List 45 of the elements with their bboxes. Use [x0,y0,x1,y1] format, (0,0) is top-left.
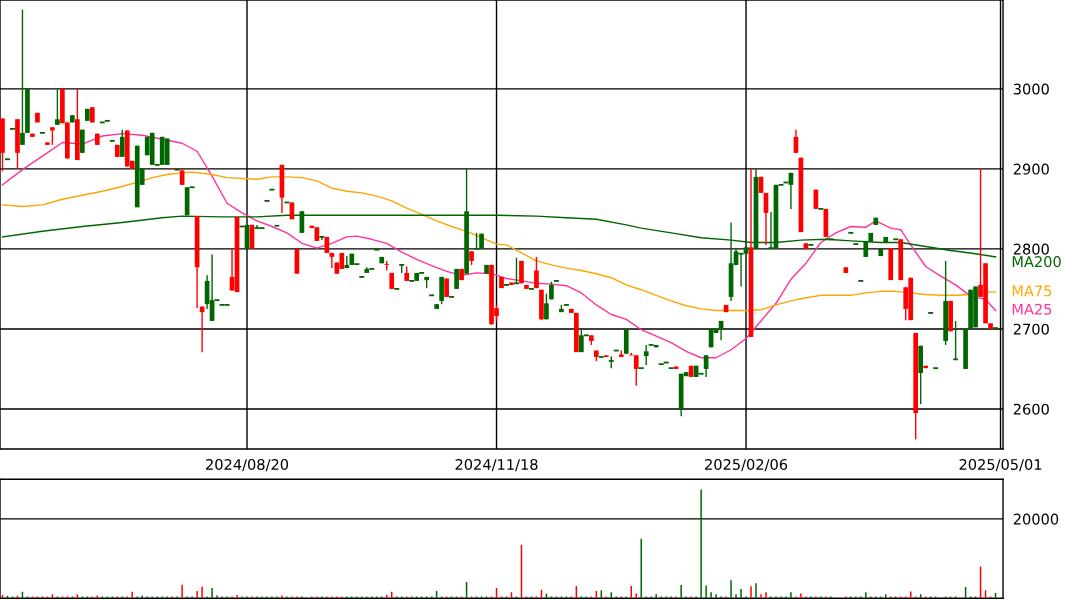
x-tick-label: 2025/02/06 [705,458,788,472]
candlestick [643,344,649,366]
candlestick [992,327,999,330]
candlestick [657,363,665,366]
line-series [1,171,997,312]
x-tick-label: 2024/08/20 [206,458,289,472]
y-tick-label: 2600 [1013,403,1049,415]
candlestick [253,224,261,229]
y-tick-label: 2800 [1013,243,1049,255]
candlestick [20,8,25,146]
candlestick [263,199,271,202]
candlestick [513,257,520,285]
candlestick [892,238,900,241]
candlestick [807,243,815,246]
candlestick [544,293,549,321]
candlestick [534,256,539,289]
series-label: MA75 [1012,285,1052,297]
candlestick [827,238,835,241]
candlestick [344,255,350,269]
candlestick [9,127,16,130]
candlestick [103,119,111,122]
candlestick [952,320,960,361]
candlestick [268,188,276,191]
candlestick [852,243,860,246]
candlestick [637,367,645,370]
x-tick-label: 2024/11/18 [455,458,538,472]
x-tick-label: 2025/05/01 [959,458,1042,472]
candlestick [119,128,125,158]
series-label: MA200 [1012,256,1061,268]
candlestick [932,367,940,370]
candlestick [428,294,436,297]
candlestick [4,158,11,161]
candlestick [55,88,60,126]
y-tick-label: 3000 [1013,83,1049,95]
series-label: MA25 [1012,303,1052,315]
candlestick [373,248,381,251]
candlestick [817,207,825,210]
candlestick [39,131,46,134]
candlestick [318,235,326,241]
y-tick-label: 20000 [1013,513,1059,525]
candlestick [108,139,116,142]
candlestick [847,231,855,234]
y-tick-label: 2700 [1013,323,1049,335]
y-tick-label: 2900 [1013,163,1049,175]
candlestick [633,354,639,387]
